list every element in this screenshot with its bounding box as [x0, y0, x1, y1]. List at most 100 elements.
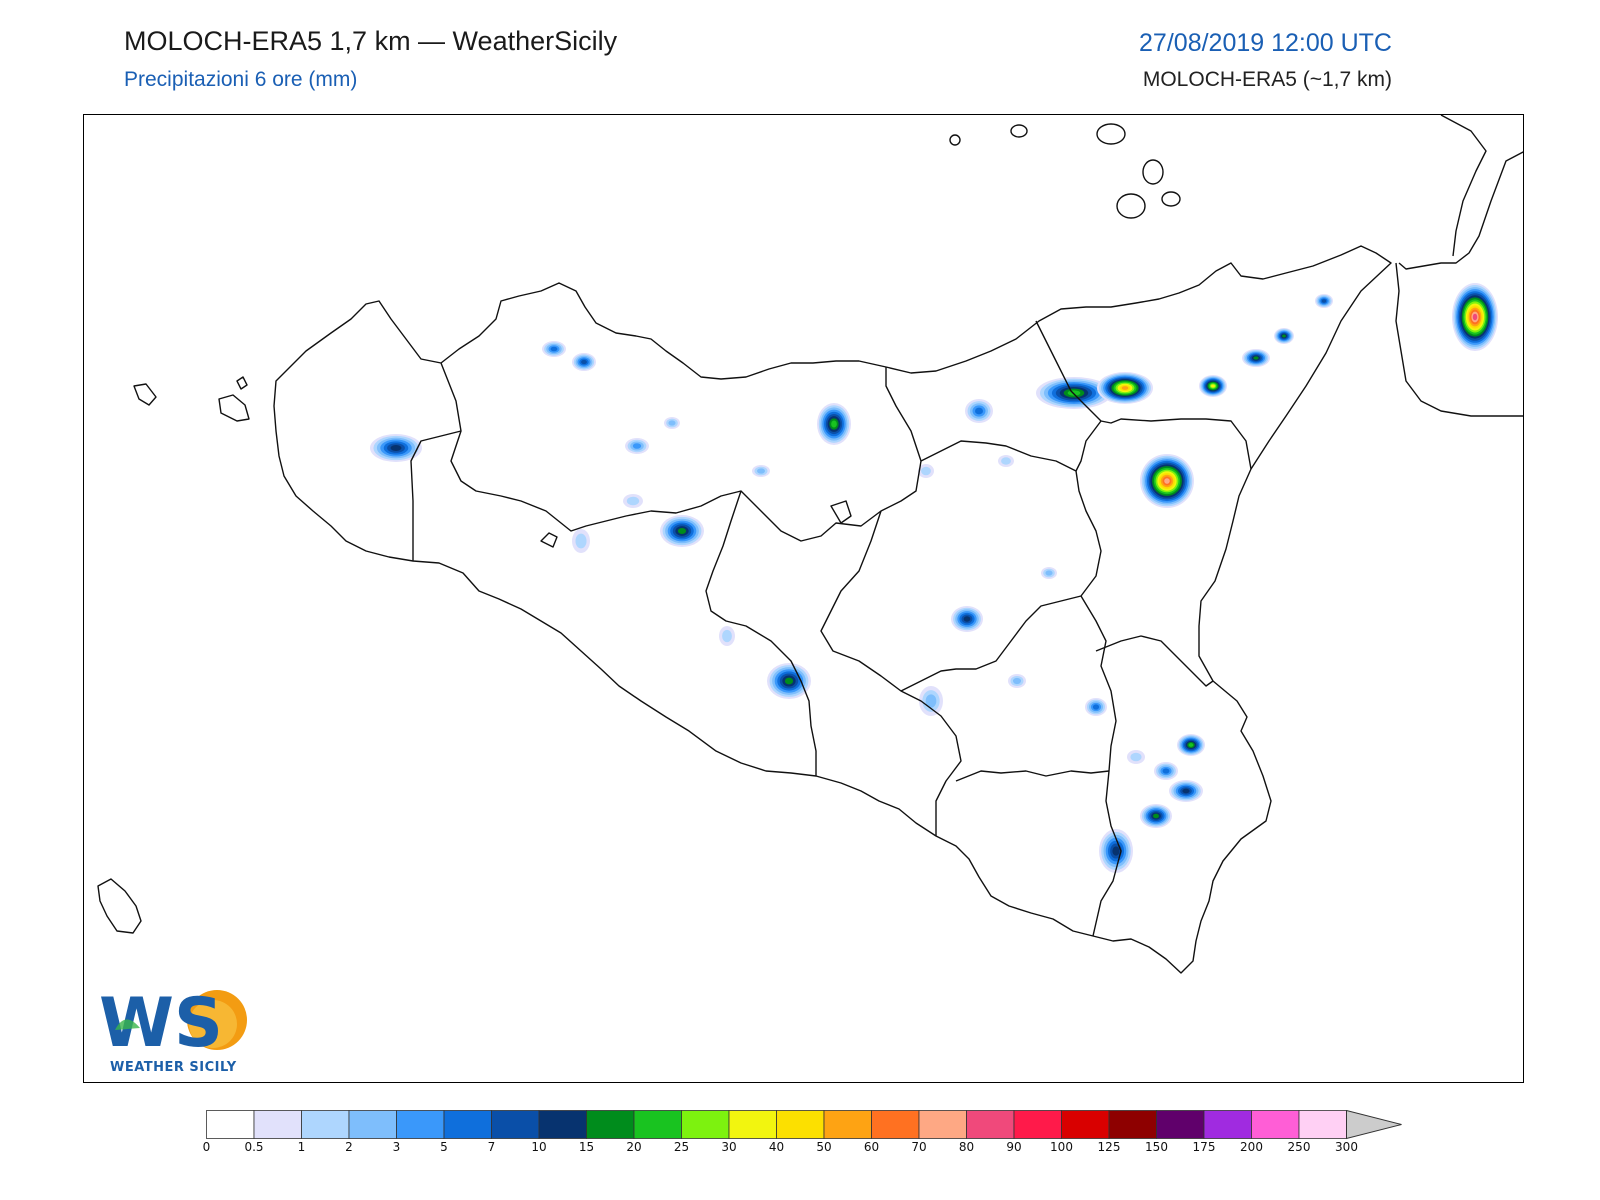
- precip-contour: [550, 346, 558, 352]
- colorbar-swatch: [1061, 1110, 1110, 1139]
- precip-contour: [722, 629, 732, 643]
- model-resolution: MOLOCH-ERA5 (~1,7 km): [1142, 68, 1392, 91]
- logo-wordmark: WEATHER SICILY: [110, 1060, 237, 1075]
- colorbar-swatch: [633, 1110, 682, 1139]
- precipitation-cell: [572, 529, 590, 553]
- precipitation-cell: [752, 465, 770, 477]
- colorbar-tick-label: 10: [531, 1140, 547, 1154]
- colorbar-tick-label: 90: [1006, 1140, 1022, 1154]
- precip-contour: [1164, 478, 1170, 484]
- precipitation-cell: [1452, 283, 1498, 351]
- precip-contour: [581, 359, 587, 365]
- colorbar-tick-label: 40: [768, 1140, 785, 1154]
- colorbar-swatch: [966, 1110, 1015, 1139]
- precip-contour: [784, 677, 794, 685]
- precipitation-cell: [919, 686, 943, 716]
- precipitation-cell: [817, 403, 851, 445]
- precipitation-cell: [998, 455, 1014, 467]
- precipitation-cell: [542, 341, 566, 357]
- colorbar-tick-label: 1: [297, 1140, 306, 1154]
- precip-contour: [668, 420, 676, 426]
- precipitation-cell: [951, 606, 983, 632]
- precip-contour: [1001, 457, 1011, 465]
- precip-contour: [1013, 677, 1021, 685]
- colorbar-swatch: [491, 1110, 540, 1139]
- colorbar-tick-label: 2: [345, 1140, 353, 1154]
- precip-contour: [1211, 384, 1215, 388]
- colorbar-swatch: [1108, 1110, 1157, 1139]
- colorbar-tick-label: 80: [958, 1140, 975, 1154]
- precipitation-layer: [370, 283, 1498, 873]
- precipitation-cell: [1099, 829, 1133, 873]
- colorbar-tick-label: 25: [673, 1140, 690, 1154]
- weather-sicily-logo: WS: [99, 984, 247, 1063]
- precipitation-cell: [719, 626, 735, 646]
- precipitation-cell: [1199, 375, 1227, 397]
- colorbar-tick-label: 20: [626, 1140, 642, 1154]
- precip-contour: [632, 443, 642, 449]
- colorbar-swatch: [823, 1110, 872, 1139]
- colorbar-tick-label: 7: [487, 1140, 496, 1154]
- precip-contour: [390, 445, 402, 451]
- precipitation-cell: [660, 515, 704, 547]
- colorbar-swatch: [1298, 1110, 1347, 1139]
- precipitation-cell: [767, 663, 811, 699]
- precipitation-cell: [1177, 734, 1205, 756]
- colorbar-swatch: [586, 1110, 635, 1139]
- precip-contour: [1182, 788, 1190, 794]
- coastline: [97, 115, 1523, 974]
- precip-contour: [1153, 813, 1159, 819]
- colorbar-tick-label: 0: [202, 1140, 211, 1154]
- precipitation-cell: [1008, 674, 1026, 688]
- precip-contour: [1282, 334, 1286, 338]
- colorbar-swatch: [253, 1110, 302, 1139]
- precip-contour: [1121, 386, 1129, 390]
- colorbar-swatch: [918, 1110, 967, 1139]
- colorbar-tick-label: 50: [816, 1140, 832, 1154]
- precipitation-cell: [1085, 698, 1107, 716]
- map-frame: [83, 114, 1524, 1083]
- colorbar-tick-label: 0.5: [244, 1140, 264, 1154]
- precipitation-cell: [1169, 780, 1203, 802]
- colorbar-labels: 0 0.5 1 2 3 5 7 10 15 20 25 30 40 50 60 70 80 90 100 125 150…: [202, 1140, 1358, 1160]
- precip-contour: [575, 533, 587, 549]
- precipitation-cell: [1315, 294, 1333, 308]
- precipitation-cell: [918, 464, 934, 478]
- colorbar-swatch: [681, 1110, 730, 1139]
- precip-contour: [1162, 768, 1170, 774]
- precipitation-cell: [1274, 328, 1294, 344]
- colorbar-tick-label: 175: [1192, 1140, 1216, 1154]
- colorbar-tick-label: 200: [1240, 1140, 1263, 1154]
- colorbar-tick-label: 70: [911, 1140, 927, 1154]
- colorbar-swatch: [396, 1110, 445, 1139]
- precip-contour: [925, 694, 937, 708]
- map-subtitle: Precipitazioni 6 ore (mm): [124, 68, 358, 91]
- colorbar-tick-label: 60: [863, 1140, 880, 1154]
- colorbar-swatch: [1203, 1110, 1252, 1139]
- precip-contour: [1130, 752, 1142, 762]
- sicily-map: [97, 115, 1523, 974]
- precip-contour: [757, 468, 765, 474]
- colorbar-swatch: [776, 1110, 825, 1139]
- precipitation-cell: [625, 438, 649, 454]
- precipitation-cell: [1127, 750, 1145, 764]
- colorbar-swatch: [443, 1110, 492, 1139]
- precipitation-cell: [1242, 349, 1270, 367]
- colorbar-tick-label: 3: [392, 1140, 401, 1154]
- logo-letters: WS: [99, 984, 223, 1063]
- precipitation-cell: [965, 399, 993, 423]
- colorbar-swatch: [206, 1110, 255, 1139]
- colorbar-tick-label: 15: [578, 1140, 595, 1154]
- precipitation-cell: [623, 494, 643, 508]
- colorbar-swatch: [1251, 1110, 1300, 1139]
- colorbar-tick-label: 125: [1097, 1140, 1121, 1154]
- colorbar-swatch: [728, 1110, 777, 1139]
- colorbar-tick-label: 150: [1145, 1140, 1168, 1154]
- precipitation-cell: [664, 417, 680, 429]
- colorbar-tick-label: 250: [1287, 1140, 1311, 1154]
- colorbar-swatch: [871, 1110, 920, 1139]
- precip-contour: [1472, 313, 1478, 321]
- precip-contour: [1188, 743, 1194, 747]
- precipitation-cell: [1036, 377, 1112, 409]
- colorbar-swatch: [301, 1110, 350, 1139]
